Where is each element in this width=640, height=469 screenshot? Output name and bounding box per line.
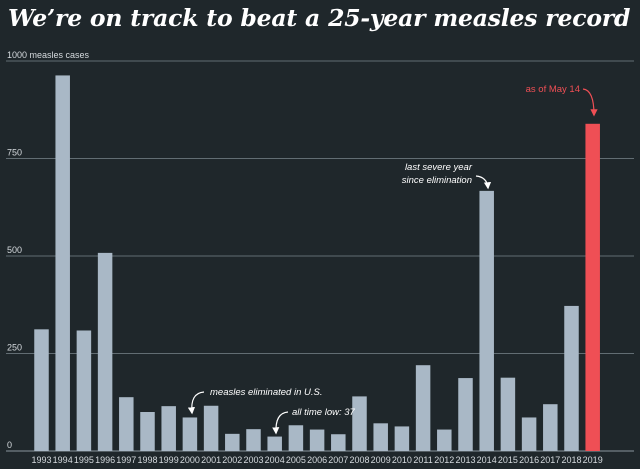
bar-2014 (479, 190, 494, 451)
x-tick-label-2015: 2015 (498, 455, 518, 465)
x-tick-label-2019: 2019 (583, 455, 603, 465)
x-tick-label-2005: 2005 (286, 455, 306, 465)
x-tick-label-2017: 2017 (540, 455, 560, 465)
annotation-arrow-1 (272, 411, 289, 435)
annotation-arrow-2 (475, 175, 492, 190)
bar-2001 (203, 405, 219, 451)
annotation-arrow-3 (582, 88, 598, 117)
bar-2015 (500, 377, 516, 451)
x-tick-label-2002: 2002 (222, 455, 242, 465)
annotation-3: as of May 14 (526, 84, 580, 95)
bar-2002 (225, 433, 240, 451)
x-tick-label-2001: 2001 (201, 455, 221, 465)
bar-2016 (521, 417, 537, 451)
x-tick-label-2007: 2007 (328, 455, 348, 465)
bar-2019 (585, 123, 600, 451)
bar-1999 (161, 406, 176, 451)
y-tick-label-0: 0 (7, 440, 12, 450)
x-tick-label-2000: 2000 (180, 455, 200, 465)
x-tick-label-1998: 1998 (137, 455, 157, 465)
bar-2017 (543, 404, 558, 451)
y-tick-label-1000: 1000 measles cases (7, 50, 90, 60)
bar-2005 (288, 425, 304, 451)
y-tick-label-500: 500 (7, 245, 22, 255)
y-tick-label-750: 750 (7, 148, 22, 158)
bar-1996 (97, 252, 113, 451)
bar-1998 (140, 412, 155, 451)
bar-1997 (119, 397, 134, 451)
x-tick-label-2003: 2003 (243, 455, 263, 465)
x-tick-label-2018: 2018 (561, 455, 581, 465)
bar-2004 (267, 436, 282, 451)
x-tick-label-1999: 1999 (159, 455, 179, 465)
x-tick-label-2012: 2012 (434, 455, 454, 465)
bar-1994 (55, 75, 70, 452)
annotation-arrow-0 (187, 391, 205, 415)
bar-2010 (394, 426, 410, 451)
bar-2007 (331, 434, 346, 451)
x-tick-label-2016: 2016 (519, 455, 539, 465)
x-tick-label-2008: 2008 (349, 455, 369, 465)
annotation-0: measles eliminated in U.S. (210, 387, 322, 398)
bar-2011 (415, 365, 431, 451)
x-tick-label-2010: 2010 (392, 455, 412, 465)
x-tick-label-2004: 2004 (265, 455, 285, 465)
chart-title: We’re on track to beat a 25-year measles… (8, 4, 631, 32)
x-tick-label-2006: 2006 (307, 455, 327, 465)
x-tick-label-2009: 2009 (371, 455, 391, 465)
bar-2006 (309, 429, 325, 451)
bar-1995 (76, 330, 92, 451)
bar-2013 (458, 378, 473, 451)
x-tick-label-1996: 1996 (95, 455, 115, 465)
x-tick-label-1997: 1997 (116, 455, 136, 465)
annotations: measles eliminated in U.S. all time low: … (187, 84, 598, 435)
bar-2012 (437, 429, 452, 451)
x-axis-tick-labels: 1993 1994 1995 1996 1997 1998 1999 2000 2001 2002… (31, 455, 602, 465)
bar-1993 (34, 329, 49, 451)
bar-2009 (373, 423, 388, 451)
y-tick-label-250: 250 (7, 343, 22, 353)
bar-2000 (182, 417, 198, 451)
x-tick-label-2014: 2014 (477, 455, 497, 465)
x-tick-label-1993: 1993 (31, 455, 51, 465)
bar-2018 (564, 305, 579, 451)
bars (34, 75, 600, 452)
annotation-2: last severe year since elimination (402, 162, 473, 186)
x-tick-label-2013: 2013 (455, 455, 475, 465)
bar-2008 (352, 396, 367, 451)
annotation-1: all time low: 37 (292, 407, 356, 418)
x-tick-label-1994: 1994 (53, 455, 73, 465)
x-tick-label-1995: 1995 (74, 455, 94, 465)
bar-2003 (246, 429, 261, 451)
x-tick-label-2011: 2011 (413, 455, 432, 465)
